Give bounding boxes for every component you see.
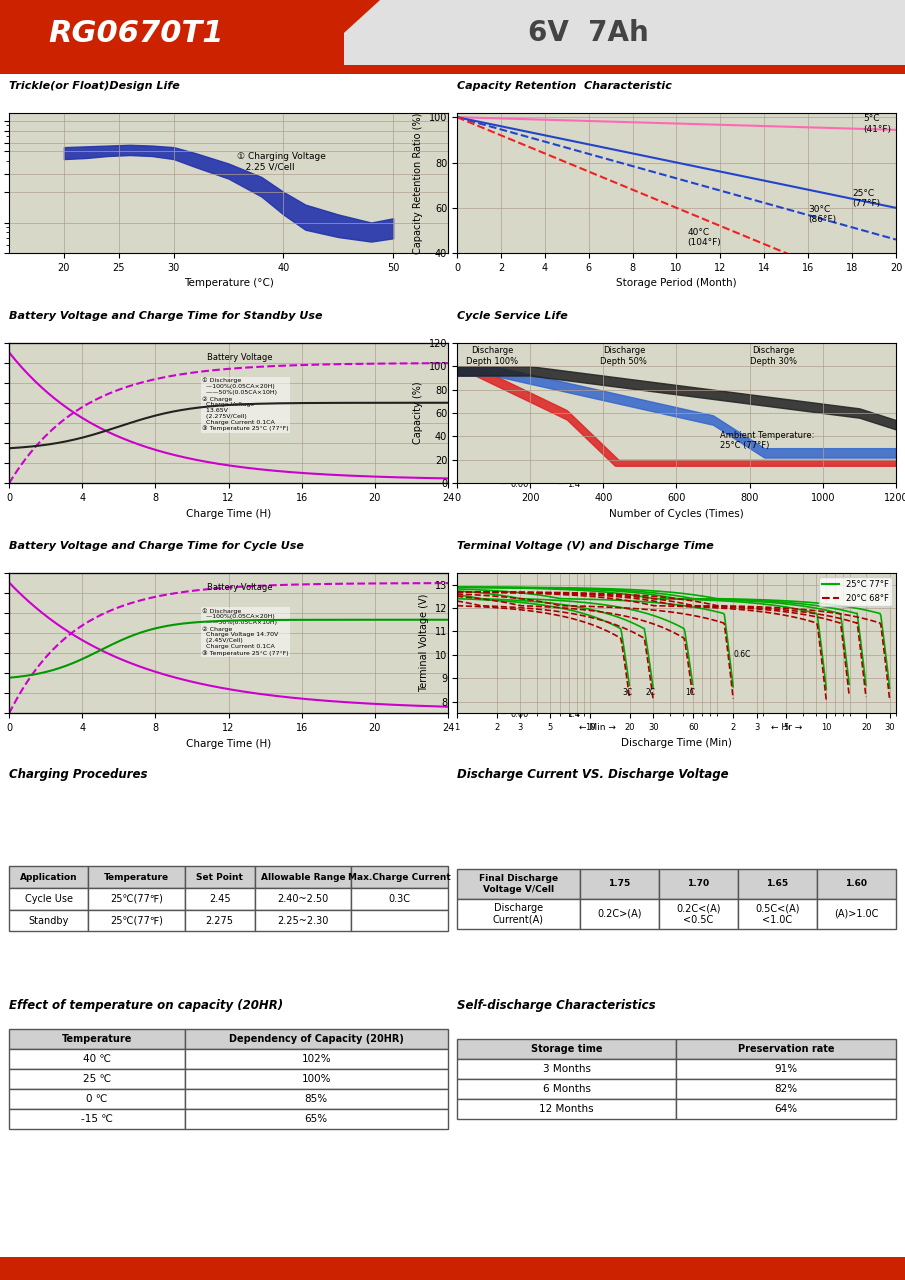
Text: ① Charging Voltage
   2.25 V/Cell: ① Charging Voltage 2.25 V/Cell xyxy=(237,152,326,172)
Text: RG0670T1: RG0670T1 xyxy=(48,19,224,47)
Text: Terminal Voltage (V) and Discharge Time: Terminal Voltage (V) and Discharge Time xyxy=(457,541,714,550)
25°C(77°F) xyxy=(536,127,547,142)
25°C(77°F) xyxy=(554,131,565,146)
Legend: 25°C 77°F, 20°C 68°F: 25°C 77°F, 20°C 68°F xyxy=(819,577,891,605)
Text: Battery Voltage: Battery Voltage xyxy=(206,352,272,362)
25°C(77°F) xyxy=(891,200,901,215)
Text: Charging Procedures: Charging Procedures xyxy=(9,768,148,782)
Text: Cycle Service Life: Cycle Service Life xyxy=(457,311,567,321)
40°C(104°F) xyxy=(554,151,565,166)
Y-axis label: Battery Voltage (V/Per Cell): Battery Voltage (V/Per Cell) xyxy=(586,585,595,701)
30°C(86°F) xyxy=(678,173,689,188)
5°C(41°F) xyxy=(678,116,689,132)
Line: 5°C(41°F): 5°C(41°F) xyxy=(457,118,896,129)
25°C(77°F) xyxy=(678,156,689,172)
30°C(86°F) xyxy=(536,133,547,148)
25°C(77°F) xyxy=(713,164,724,179)
X-axis label: Number of Cycles (Times): Number of Cycles (Times) xyxy=(609,508,744,518)
Y-axis label: Charge Current (CA): Charge Current (CA) xyxy=(535,370,543,456)
X-axis label: Charge Time (H): Charge Time (H) xyxy=(186,739,272,749)
Text: 0.6C: 0.6C xyxy=(733,650,751,659)
Text: Ambient Temperature:
25°C (77°F): Ambient Temperature: 25°C (77°F) xyxy=(720,431,814,451)
FancyBboxPatch shape xyxy=(0,1257,905,1280)
25°C(77°F) xyxy=(869,196,880,211)
Text: 2C: 2C xyxy=(645,687,655,696)
Text: Battery Voltage: Battery Voltage xyxy=(206,582,272,591)
Text: Discharge
Depth 30%: Discharge Depth 30% xyxy=(749,347,796,366)
FancyBboxPatch shape xyxy=(344,0,905,74)
30°C(86°F) xyxy=(713,183,724,198)
25°C(77°F) xyxy=(452,110,462,125)
Text: 25°C
(77°F): 25°C (77°F) xyxy=(853,189,881,209)
Polygon shape xyxy=(262,0,380,74)
30°C(86°F) xyxy=(869,225,880,241)
Y-axis label: Charge Current (CA): Charge Current (CA) xyxy=(535,600,543,686)
Text: ← Min →: ← Min → xyxy=(579,723,616,732)
Y-axis label: Battery Voltage (V/Per Cell): Battery Voltage (V/Per Cell) xyxy=(586,356,595,471)
40°C(104°F) xyxy=(713,218,724,233)
Text: Self-discharge Characteristics: Self-discharge Characteristics xyxy=(457,998,655,1011)
Text: ① Discharge
  —100%(0.05CA×20H)
  ——50%(0.05CA×10H)
② Charge
  Charge Voltage 14: ① Discharge —100%(0.05CA×20H) ——50%(0.05… xyxy=(202,608,289,655)
Line: 30°C(86°F): 30°C(86°F) xyxy=(457,118,896,239)
Text: Discharge
Depth 50%: Discharge Depth 50% xyxy=(600,347,647,366)
30°C(86°F) xyxy=(452,110,462,125)
30°C(86°F) xyxy=(554,138,565,154)
5°C(41°F) xyxy=(891,122,901,137)
FancyBboxPatch shape xyxy=(0,0,344,74)
Text: ← Hr →: ← Hr → xyxy=(770,723,802,732)
Line: 40°C(104°F): 40°C(104°F) xyxy=(457,118,896,298)
Y-axis label: Terminal Voltage (V): Terminal Voltage (V) xyxy=(419,594,429,692)
Text: Trickle(or Float)Design Life: Trickle(or Float)Design Life xyxy=(9,81,180,91)
40°C(104°F) xyxy=(536,145,547,160)
5°C(41°F) xyxy=(452,110,462,125)
Text: Capacity Retention  Characteristic: Capacity Retention Characteristic xyxy=(457,81,672,91)
Text: Discharge Current VS. Discharge Voltage: Discharge Current VS. Discharge Voltage xyxy=(457,768,729,782)
Text: ① Discharge
  —100%(0.05CA×20H)
  ——50%(0.05CA×10H)
② Charge
  Charge Voltage
  : ① Discharge —100%(0.05CA×20H) ——50%(0.05… xyxy=(202,378,289,431)
5°C(41°F) xyxy=(869,122,880,137)
40°C(104°F) xyxy=(869,282,880,297)
Y-axis label: Capacity Retention Ratio (%): Capacity Retention Ratio (%) xyxy=(414,113,424,253)
40°C(104°F) xyxy=(855,276,866,292)
Text: 1C: 1C xyxy=(685,687,696,696)
5°C(41°F) xyxy=(713,116,724,132)
5°C(41°F) xyxy=(536,111,547,127)
40°C(104°F) xyxy=(452,110,462,125)
5°C(41°F) xyxy=(554,113,565,128)
30°C(86°F) xyxy=(855,221,866,237)
Text: 30°C
(86°F): 30°C (86°F) xyxy=(808,205,836,224)
X-axis label: Discharge Time (Min): Discharge Time (Min) xyxy=(621,737,732,748)
Text: Effect of temperature on capacity (20HR): Effect of temperature on capacity (20HR) xyxy=(9,998,283,1011)
Text: Battery Voltage and Charge Time for Standby Use: Battery Voltage and Charge Time for Stan… xyxy=(9,311,322,321)
Text: 5°C
(41°F): 5°C (41°F) xyxy=(863,114,891,133)
Text: Battery Voltage and Charge Time for Cycle Use: Battery Voltage and Charge Time for Cycl… xyxy=(9,541,304,550)
30°C(86°F) xyxy=(891,232,901,247)
FancyBboxPatch shape xyxy=(0,65,905,74)
Text: 40°C
(104°F): 40°C (104°F) xyxy=(688,228,721,247)
X-axis label: Temperature (°C): Temperature (°C) xyxy=(184,279,273,288)
Text: 3C: 3C xyxy=(622,687,632,696)
40°C(104°F) xyxy=(891,291,901,306)
Text: Discharge
Depth 100%: Discharge Depth 100% xyxy=(466,347,519,366)
Y-axis label: Capacity (%): Capacity (%) xyxy=(414,381,424,444)
X-axis label: Storage Period (Month): Storage Period (Month) xyxy=(616,279,737,288)
X-axis label: Charge Time (H): Charge Time (H) xyxy=(186,508,272,518)
40°C(104°F) xyxy=(678,204,689,219)
25°C(77°F) xyxy=(855,193,866,209)
Line: 25°C(77°F): 25°C(77°F) xyxy=(457,118,896,207)
Text: 6V  7Ah: 6V 7Ah xyxy=(528,19,649,47)
5°C(41°F) xyxy=(855,122,866,137)
